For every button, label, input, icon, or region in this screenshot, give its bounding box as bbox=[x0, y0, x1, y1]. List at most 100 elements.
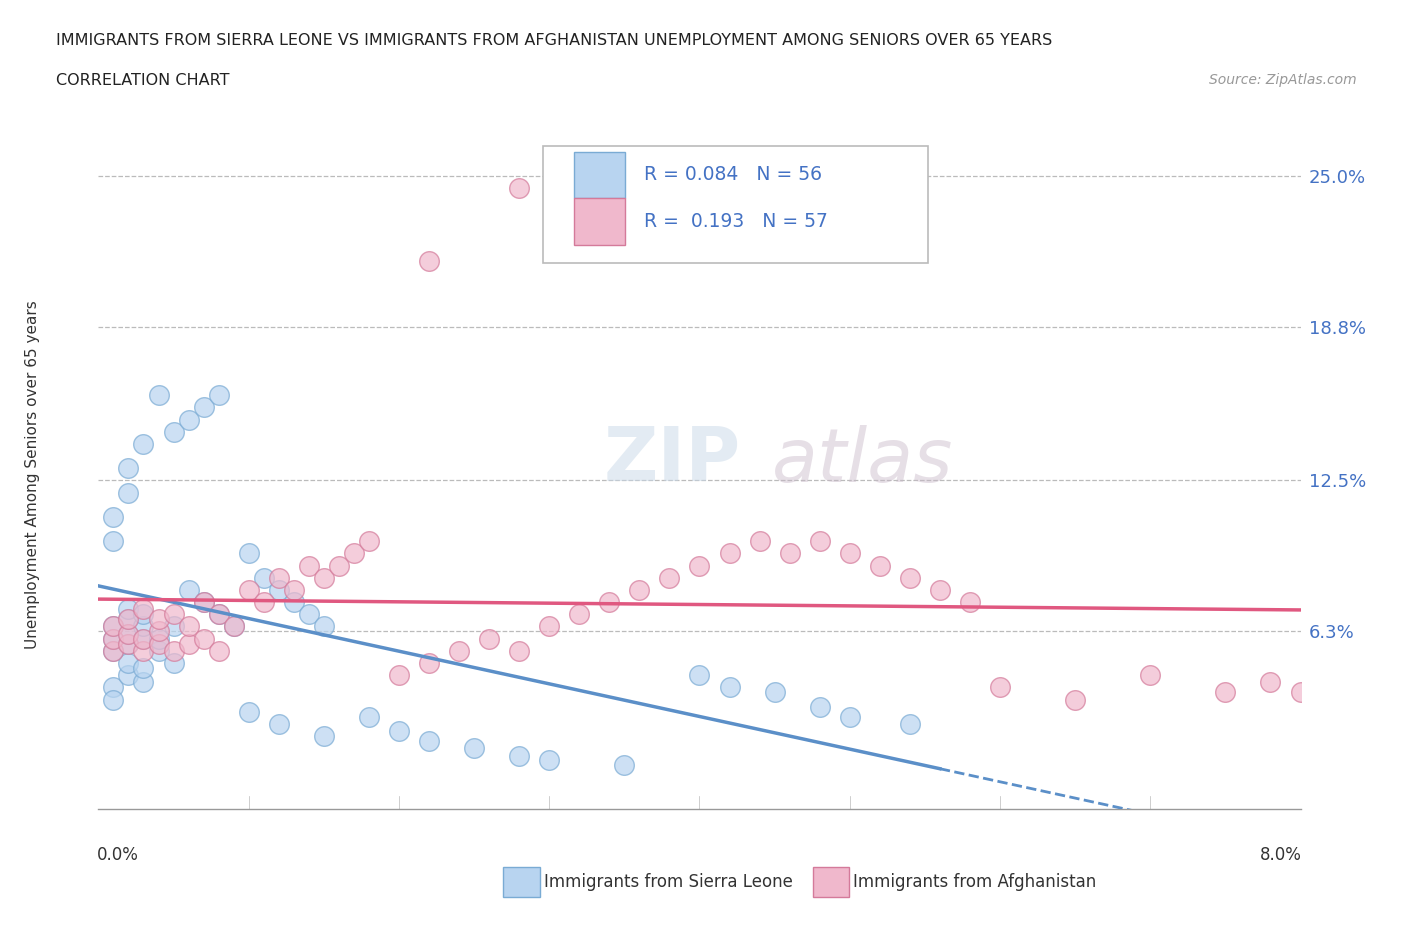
Point bbox=[538, 619, 561, 634]
Point bbox=[388, 668, 411, 683]
Point bbox=[148, 388, 170, 403]
Text: 8.0%: 8.0% bbox=[1260, 846, 1302, 864]
Point bbox=[117, 612, 139, 627]
FancyBboxPatch shape bbox=[575, 152, 624, 198]
Point bbox=[132, 644, 155, 658]
Point bbox=[1289, 684, 1312, 699]
Point bbox=[447, 644, 470, 658]
Point bbox=[343, 546, 366, 561]
Point bbox=[312, 728, 335, 743]
Point bbox=[208, 607, 231, 622]
Point bbox=[148, 644, 170, 658]
Text: ZIP: ZIP bbox=[603, 424, 741, 498]
Point bbox=[132, 436, 155, 451]
FancyBboxPatch shape bbox=[575, 198, 624, 245]
Point bbox=[689, 668, 711, 683]
Point bbox=[808, 534, 831, 549]
Point bbox=[508, 180, 530, 195]
Text: Immigrants from Sierra Leone: Immigrants from Sierra Leone bbox=[544, 872, 793, 891]
Point bbox=[357, 534, 380, 549]
Point bbox=[779, 546, 801, 561]
Point bbox=[132, 675, 155, 690]
Point bbox=[312, 570, 335, 585]
Point bbox=[763, 684, 786, 699]
Point bbox=[1064, 692, 1087, 707]
Point bbox=[988, 680, 1011, 695]
Point bbox=[148, 624, 170, 639]
Point bbox=[928, 582, 950, 597]
Text: Unemployment Among Seniors over 65 years: Unemployment Among Seniors over 65 years bbox=[25, 300, 39, 649]
Point bbox=[117, 485, 139, 500]
Text: Source: ZipAtlas.com: Source: ZipAtlas.com bbox=[1209, 73, 1357, 86]
Point bbox=[718, 680, 741, 695]
Point bbox=[1260, 675, 1282, 690]
Point bbox=[103, 644, 125, 658]
Point bbox=[538, 753, 561, 768]
Point bbox=[478, 631, 501, 646]
Point bbox=[162, 619, 184, 634]
Text: 0.0%: 0.0% bbox=[97, 846, 139, 864]
Point bbox=[162, 644, 184, 658]
Point bbox=[238, 546, 260, 561]
Point bbox=[568, 607, 591, 622]
Point bbox=[388, 724, 411, 738]
Point bbox=[298, 607, 321, 622]
Text: R = 0.084   N = 56: R = 0.084 N = 56 bbox=[644, 166, 823, 184]
Text: IMMIGRANTS FROM SIERRA LEONE VS IMMIGRANTS FROM AFGHANISTAN UNEMPLOYMENT AMONG S: IMMIGRANTS FROM SIERRA LEONE VS IMMIGRAN… bbox=[56, 33, 1053, 47]
Point bbox=[132, 619, 155, 634]
Point bbox=[193, 400, 215, 415]
Point bbox=[838, 546, 860, 561]
Text: atlas: atlas bbox=[772, 425, 953, 497]
Point bbox=[718, 546, 741, 561]
Point bbox=[312, 619, 335, 634]
Point bbox=[148, 631, 170, 646]
FancyBboxPatch shape bbox=[543, 146, 928, 263]
Point bbox=[148, 636, 170, 651]
Point bbox=[689, 558, 711, 573]
Point bbox=[117, 656, 139, 671]
Point bbox=[748, 534, 770, 549]
Point bbox=[117, 636, 139, 651]
Point bbox=[898, 716, 921, 731]
Point bbox=[103, 692, 125, 707]
Point bbox=[222, 619, 245, 634]
Point bbox=[103, 631, 125, 646]
Point bbox=[193, 594, 215, 609]
Point bbox=[298, 558, 321, 573]
Point bbox=[898, 570, 921, 585]
Point bbox=[253, 594, 276, 609]
Point bbox=[808, 699, 831, 714]
Point bbox=[1215, 684, 1237, 699]
Point bbox=[598, 594, 620, 609]
Point bbox=[148, 612, 170, 627]
Point bbox=[103, 619, 125, 634]
Point bbox=[117, 612, 139, 627]
Point bbox=[117, 602, 139, 617]
Point bbox=[117, 636, 139, 651]
Point bbox=[132, 631, 155, 646]
Point bbox=[177, 636, 200, 651]
Point bbox=[267, 570, 290, 585]
Point bbox=[959, 594, 981, 609]
Point bbox=[267, 582, 290, 597]
Point bbox=[117, 626, 139, 641]
Point bbox=[613, 758, 636, 773]
Point bbox=[132, 631, 155, 646]
Point bbox=[253, 570, 276, 585]
Point bbox=[238, 704, 260, 719]
Point bbox=[162, 656, 184, 671]
Point bbox=[283, 582, 305, 597]
Point bbox=[238, 582, 260, 597]
Point bbox=[869, 558, 891, 573]
Point bbox=[103, 619, 125, 634]
Point bbox=[117, 460, 139, 475]
Point bbox=[193, 631, 215, 646]
Point bbox=[132, 602, 155, 617]
Point bbox=[103, 510, 125, 525]
Point bbox=[222, 619, 245, 634]
Text: Immigrants from Afghanistan: Immigrants from Afghanistan bbox=[853, 872, 1097, 891]
Text: CORRELATION CHART: CORRELATION CHART bbox=[56, 73, 229, 87]
Point bbox=[132, 607, 155, 622]
Point bbox=[418, 254, 440, 269]
Point bbox=[103, 631, 125, 646]
